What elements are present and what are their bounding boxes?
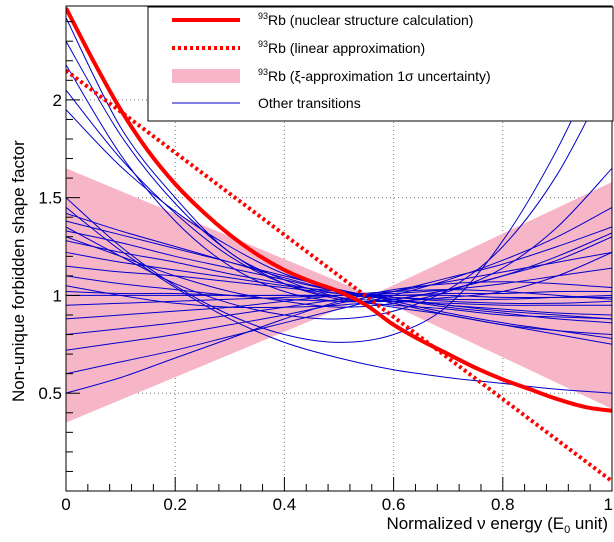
y-tick-label: 2 (53, 91, 62, 110)
axis-ticks (65, 21, 613, 492)
legend-entry-nuclear: 93Rb (nuclear structure calculation) (172, 11, 473, 28)
y-tick-label: 0.5 (38, 384, 62, 403)
x-tick-label: 0.8 (491, 495, 515, 514)
legend-entry-other: Other transitions (172, 95, 361, 111)
x-axis-title: Normalized ν energy (E0 unit) (386, 514, 608, 536)
x-tick-label: 0.6 (382, 495, 406, 514)
other-transition-line-16 (66, 226, 612, 351)
other-transition-line-23 (66, 281, 612, 394)
x-tick-label: 0.2 (163, 495, 187, 514)
other-transition-line-24 (66, 232, 612, 309)
x-tick-label: 0.4 (273, 495, 297, 514)
legend-box (147, 6, 614, 122)
legend-label: 93Rb (ξ-approximation 1σ uncertainty) (258, 67, 491, 84)
other-transition-line-15 (66, 251, 612, 335)
y-axis-title: Non-unique forbidden shape factor (9, 140, 28, 402)
legend: 93Rb (nuclear structure calculation) 93Rb… (147, 6, 614, 122)
y-tick-label: 1.5 (38, 189, 62, 208)
legend-swatch-band (172, 69, 240, 83)
other-transition-line-17 (66, 206, 612, 375)
y-tick-label: 1 (53, 286, 62, 305)
x-tick-label: 1 (604, 495, 613, 514)
other-transition-line-25 (66, 289, 612, 320)
legend-label: Other transitions (258, 95, 361, 111)
other-transition-line-21 (66, 33, 612, 343)
legend-entry-linear: 93Rb (linear approximation) (172, 39, 425, 56)
tick-labels: 0 0.2 0.4 0.6 0.8 1 0.5 1 1.5 2 (38, 91, 613, 514)
other-transition-line-19 (66, 167, 612, 308)
plot-frame (65, 5, 613, 492)
rb93-series-layer (66, 7, 612, 483)
rb93-nuclear-structure-line (66, 7, 612, 413)
legend-label: 93Rb (nuclear structure calculation) (258, 11, 473, 28)
x-tick-label: 0 (61, 495, 70, 514)
legend-entry-band: 93Rb (ξ-approximation 1σ uncertainty) (172, 67, 491, 84)
legend-label: 93Rb (linear approximation) (258, 39, 425, 56)
